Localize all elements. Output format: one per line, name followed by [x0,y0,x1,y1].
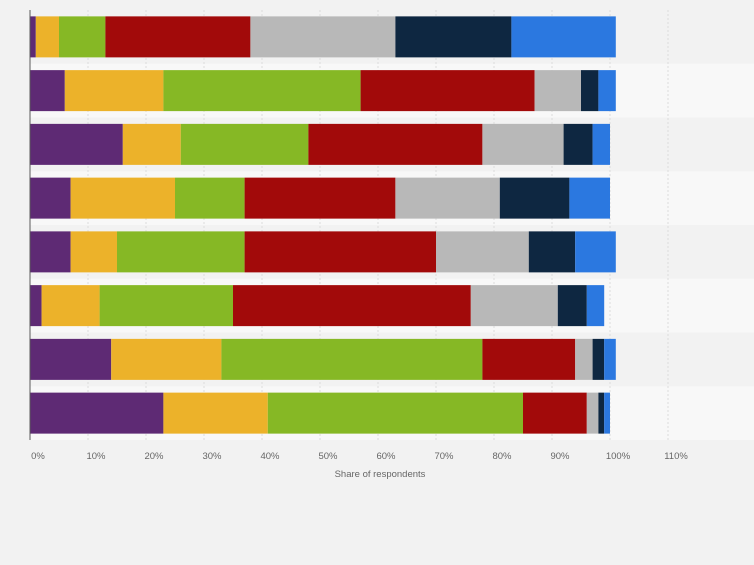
bar-segment [163,70,361,112]
bar-segment [482,123,564,165]
x-tick-label: 60% [376,451,396,462]
bar-segment [592,338,605,380]
bar-segment [575,338,593,380]
bar-segment [598,70,616,112]
bar-segment [586,392,599,434]
bar-segment [105,16,251,58]
bar-segment [528,231,576,273]
bar-segment [122,123,181,165]
bar-segment [59,16,106,58]
bar-segment [180,123,309,165]
x-tick-label: 10% [86,451,106,462]
bar-segment [175,177,245,219]
x-tick-labels: 0% 10% 20% 30% 40% 50% 60% 70% 80% 90% 100% 110% [31,451,688,462]
bar-segment [244,231,436,273]
bar-segment [35,16,59,58]
x-tick-label: 50% [318,451,338,462]
x-tick-label: 20% [144,451,164,462]
x-tick-label: 70% [434,451,454,462]
bar-segment [267,392,523,434]
bar-segment [436,231,529,273]
bar-segment [30,16,36,58]
bar-segment [470,285,558,327]
bar-segment [575,231,616,273]
bar-segment [117,231,245,273]
bar-segment [360,70,535,112]
bar-segment [233,285,471,327]
x-tick-label: 90% [550,451,570,462]
bar-segment [586,285,605,327]
bar-segment [30,123,123,165]
bar-segment [523,392,587,434]
bar-segment [244,177,396,219]
bar-segment [534,70,581,112]
bar-segment [604,338,616,380]
bar-segment [482,338,576,380]
bar-segment [250,16,396,58]
bar-segment [70,231,117,273]
x-tick-label: 0% [31,451,45,462]
bar-segment [30,231,71,273]
bar-segment [30,70,65,112]
x-tick-label: 40% [260,451,280,462]
bar-segment [563,123,593,165]
bars [30,16,616,434]
bar-segment [598,392,605,434]
bar-segment [111,338,222,380]
bar-segment [592,123,610,165]
bar-segment [41,285,100,327]
x-tick-label: 80% [492,451,512,462]
bar-segment [395,16,512,58]
bar-segment [557,285,587,327]
bar-segment [70,177,175,219]
x-tick-label: 30% [202,451,222,462]
x-tick-label: 110% [664,451,688,462]
bar-segment [64,70,164,112]
bar-segment [221,338,483,380]
x-axis-title: Share of respondents [335,469,426,480]
bar-segment [499,177,570,219]
bar-segment [30,285,42,327]
bar-segment [581,70,599,112]
bar-segment [569,177,610,219]
bar-segment [604,392,610,434]
bar-segment [30,392,164,434]
bar-segment [30,177,71,219]
bar-segment [308,123,483,165]
bar-segment [163,392,268,434]
x-tick-label: 100% [606,451,631,462]
bar-segment [395,177,500,219]
bar-segment [30,338,112,380]
bar-segment [511,16,616,58]
bar-segment [99,285,233,327]
